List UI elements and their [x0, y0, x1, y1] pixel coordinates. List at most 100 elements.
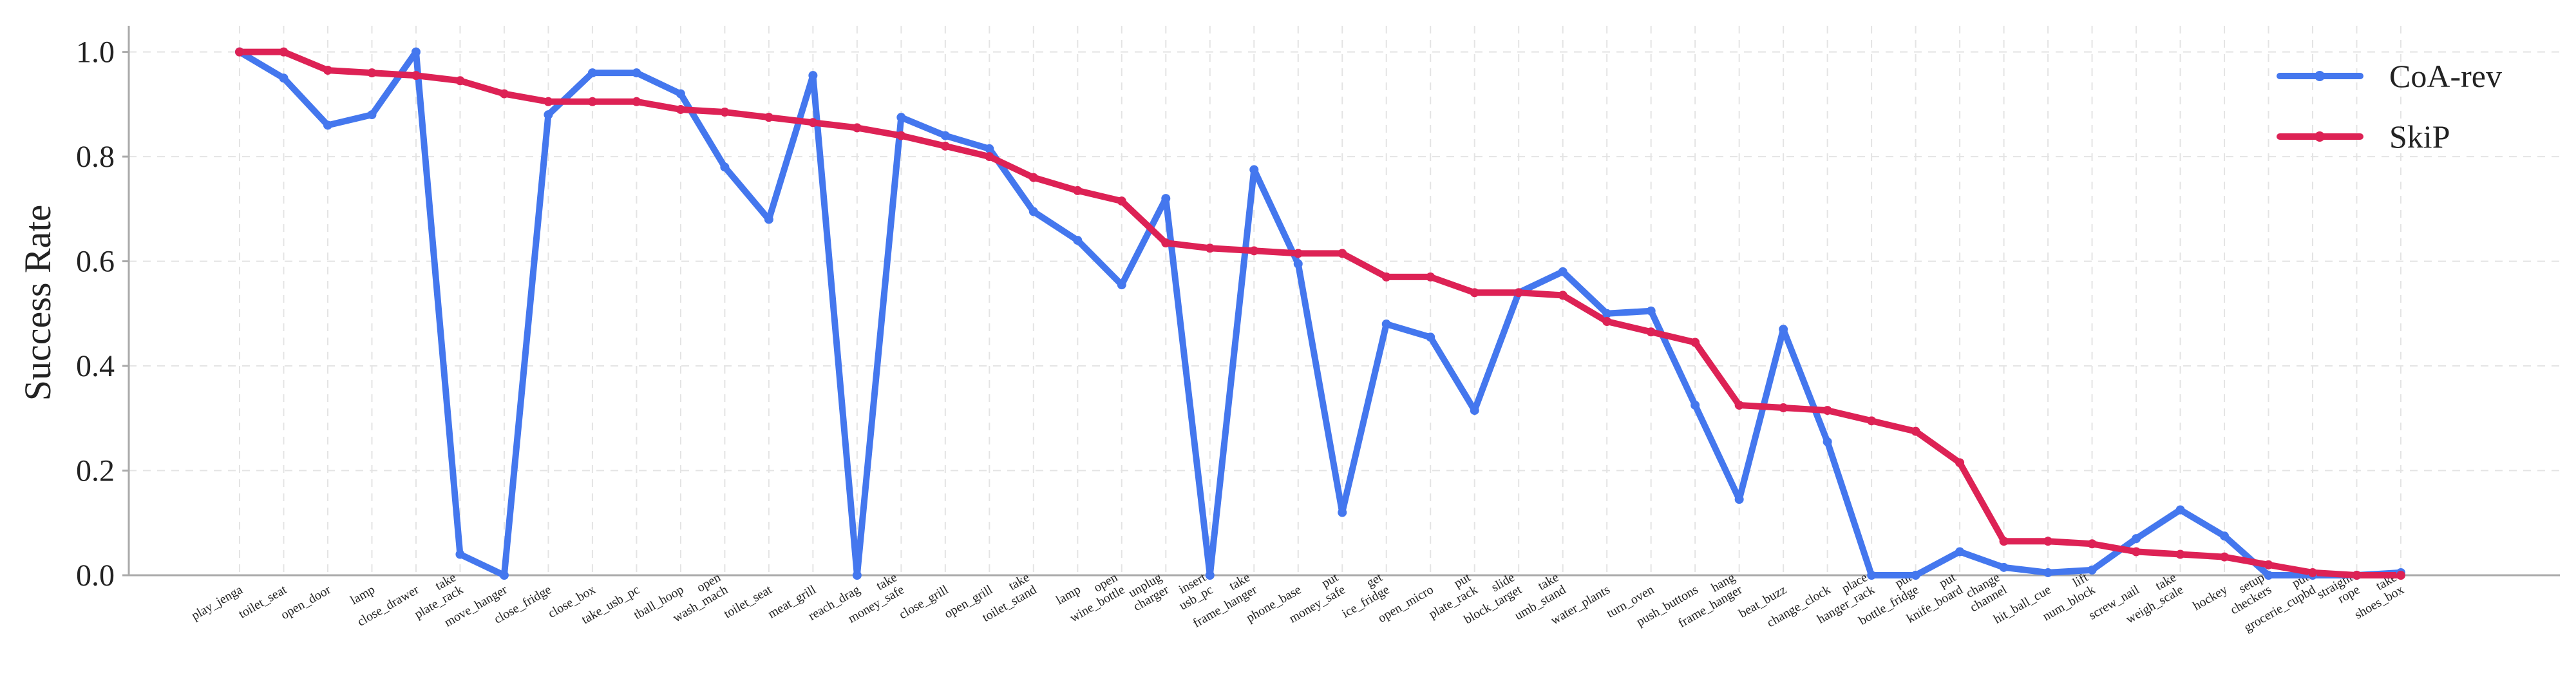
legend-marker [2315, 71, 2325, 81]
data-point-skip [1734, 400, 1744, 410]
data-point-skip [1293, 249, 1303, 258]
data-point-skip [1028, 173, 1038, 182]
data-point-skip [2087, 539, 2097, 549]
data-point-skip [411, 71, 421, 81]
data-point-coa-rev [764, 215, 773, 224]
x-tick-label: play_jenga [189, 582, 245, 623]
series-points [235, 47, 2405, 580]
data-point-coa-rev [1911, 571, 1920, 580]
data-point-coa-rev [808, 71, 818, 81]
data-point-coa-rev [1426, 332, 1435, 342]
data-point-coa-rev [411, 47, 421, 57]
data-point-skip [1602, 316, 1612, 326]
data-point-coa-rev [1293, 259, 1303, 269]
data-point-coa-rev [1558, 267, 1567, 276]
x-tick-label: lamp [348, 582, 377, 607]
y-tick-label: 1.0 [76, 35, 115, 70]
x-tick-label-line: play_jenga [189, 582, 245, 623]
grid-lines [129, 26, 2560, 576]
data-point-skip [499, 89, 509, 99]
x-tick-label-line: hockey [2191, 582, 2230, 613]
data-point-coa-rev [1249, 165, 1259, 175]
data-point-coa-rev [720, 162, 730, 172]
data-point-skip [808, 118, 818, 128]
data-point-coa-rev [587, 68, 597, 78]
data-point-coa-rev [2043, 568, 2053, 577]
x-tick-label: lamp [1054, 582, 1083, 607]
data-point-coa-rev [852, 571, 862, 580]
data-point-skip [1514, 288, 1524, 298]
data-point-skip [2175, 549, 2185, 559]
data-point-skip [985, 152, 994, 162]
data-point-coa-rev [1823, 437, 1832, 446]
x-tick-label: toilet_seat [721, 582, 775, 621]
data-point-skip [2043, 537, 2053, 546]
data-point-skip [2132, 547, 2141, 557]
data-point-coa-rev [676, 89, 685, 99]
data-point-skip [852, 123, 862, 133]
data-point-skip [1646, 327, 1656, 337]
data-point-coa-rev [1117, 280, 1126, 290]
data-point-coa-rev [1205, 571, 1215, 580]
legend-label: CoA-rev [2389, 58, 2502, 94]
x-tick-label: open_door [278, 582, 333, 622]
data-point-skip [1249, 246, 1259, 256]
x-tick-label-line: close_grill [896, 582, 951, 622]
data-point-skip [279, 47, 289, 57]
legend-marker [2315, 131, 2325, 142]
data-point-coa-rev [2175, 505, 2185, 515]
data-point-coa-rev [1161, 194, 1171, 204]
data-point-coa-rev [896, 113, 906, 122]
data-point-skip [632, 97, 641, 106]
data-point-skip [235, 47, 244, 57]
data-point-coa-rev [1867, 571, 1877, 580]
data-point-skip [896, 131, 906, 140]
data-point-skip [1955, 458, 1965, 468]
data-point-skip [1381, 272, 1391, 282]
y-tick-label: 0.6 [76, 245, 115, 279]
data-point-skip [455, 76, 465, 86]
data-point-skip [323, 66, 332, 75]
data-point-skip [2396, 571, 2405, 580]
series-line-coa-rev [236, 48, 2404, 578]
data-point-coa-rev [544, 110, 553, 120]
data-point-skip [1205, 243, 1215, 253]
data-point-skip [676, 104, 685, 114]
data-point-coa-rev [1073, 236, 1083, 245]
data-point-skip [764, 113, 773, 122]
data-point-coa-rev [1381, 320, 1391, 329]
data-point-coa-rev [1690, 400, 1700, 410]
data-point-skip [1779, 403, 1788, 413]
data-point-coa-rev [1734, 495, 1744, 504]
data-point-skip [940, 141, 950, 151]
data-point-skip [1161, 238, 1171, 248]
data-point-skip [1470, 288, 1479, 298]
data-point-coa-rev [1955, 547, 1965, 557]
data-point-coa-rev [2264, 571, 2273, 580]
data-point-skip [367, 68, 377, 78]
data-point-coa-rev [455, 549, 465, 559]
x-tick-labels: play_jenga toilet_seat open_door lamp close_… [189, 570, 2407, 635]
legend: CoA-rev SkiP [2277, 58, 2502, 155]
data-point-skip [1823, 406, 1832, 415]
x-tick-label: hockey [2191, 582, 2230, 613]
axes [128, 26, 2560, 577]
legend-label: SkiP [2389, 119, 2450, 155]
data-point-coa-rev [632, 68, 641, 78]
x-tick-label-line: lamp [348, 582, 377, 607]
data-point-coa-rev [1602, 309, 1612, 318]
x-tick-label-line: open_door [278, 582, 333, 622]
y-tick-label: 0.2 [76, 454, 115, 488]
x-tick-label-line: lamp [1054, 582, 1083, 607]
y-tick-label: 0.4 [76, 349, 115, 383]
data-point-skip [1558, 291, 1567, 300]
x-tick-label: close_grill [896, 582, 951, 622]
x-tick-label-line: toilet_seat [721, 582, 775, 621]
data-point-skip [1073, 186, 1083, 195]
data-point-skip [1338, 249, 1347, 258]
data-point-skip [1690, 338, 1700, 347]
data-point-skip [2264, 560, 2273, 569]
data-point-skip [2308, 568, 2318, 577]
